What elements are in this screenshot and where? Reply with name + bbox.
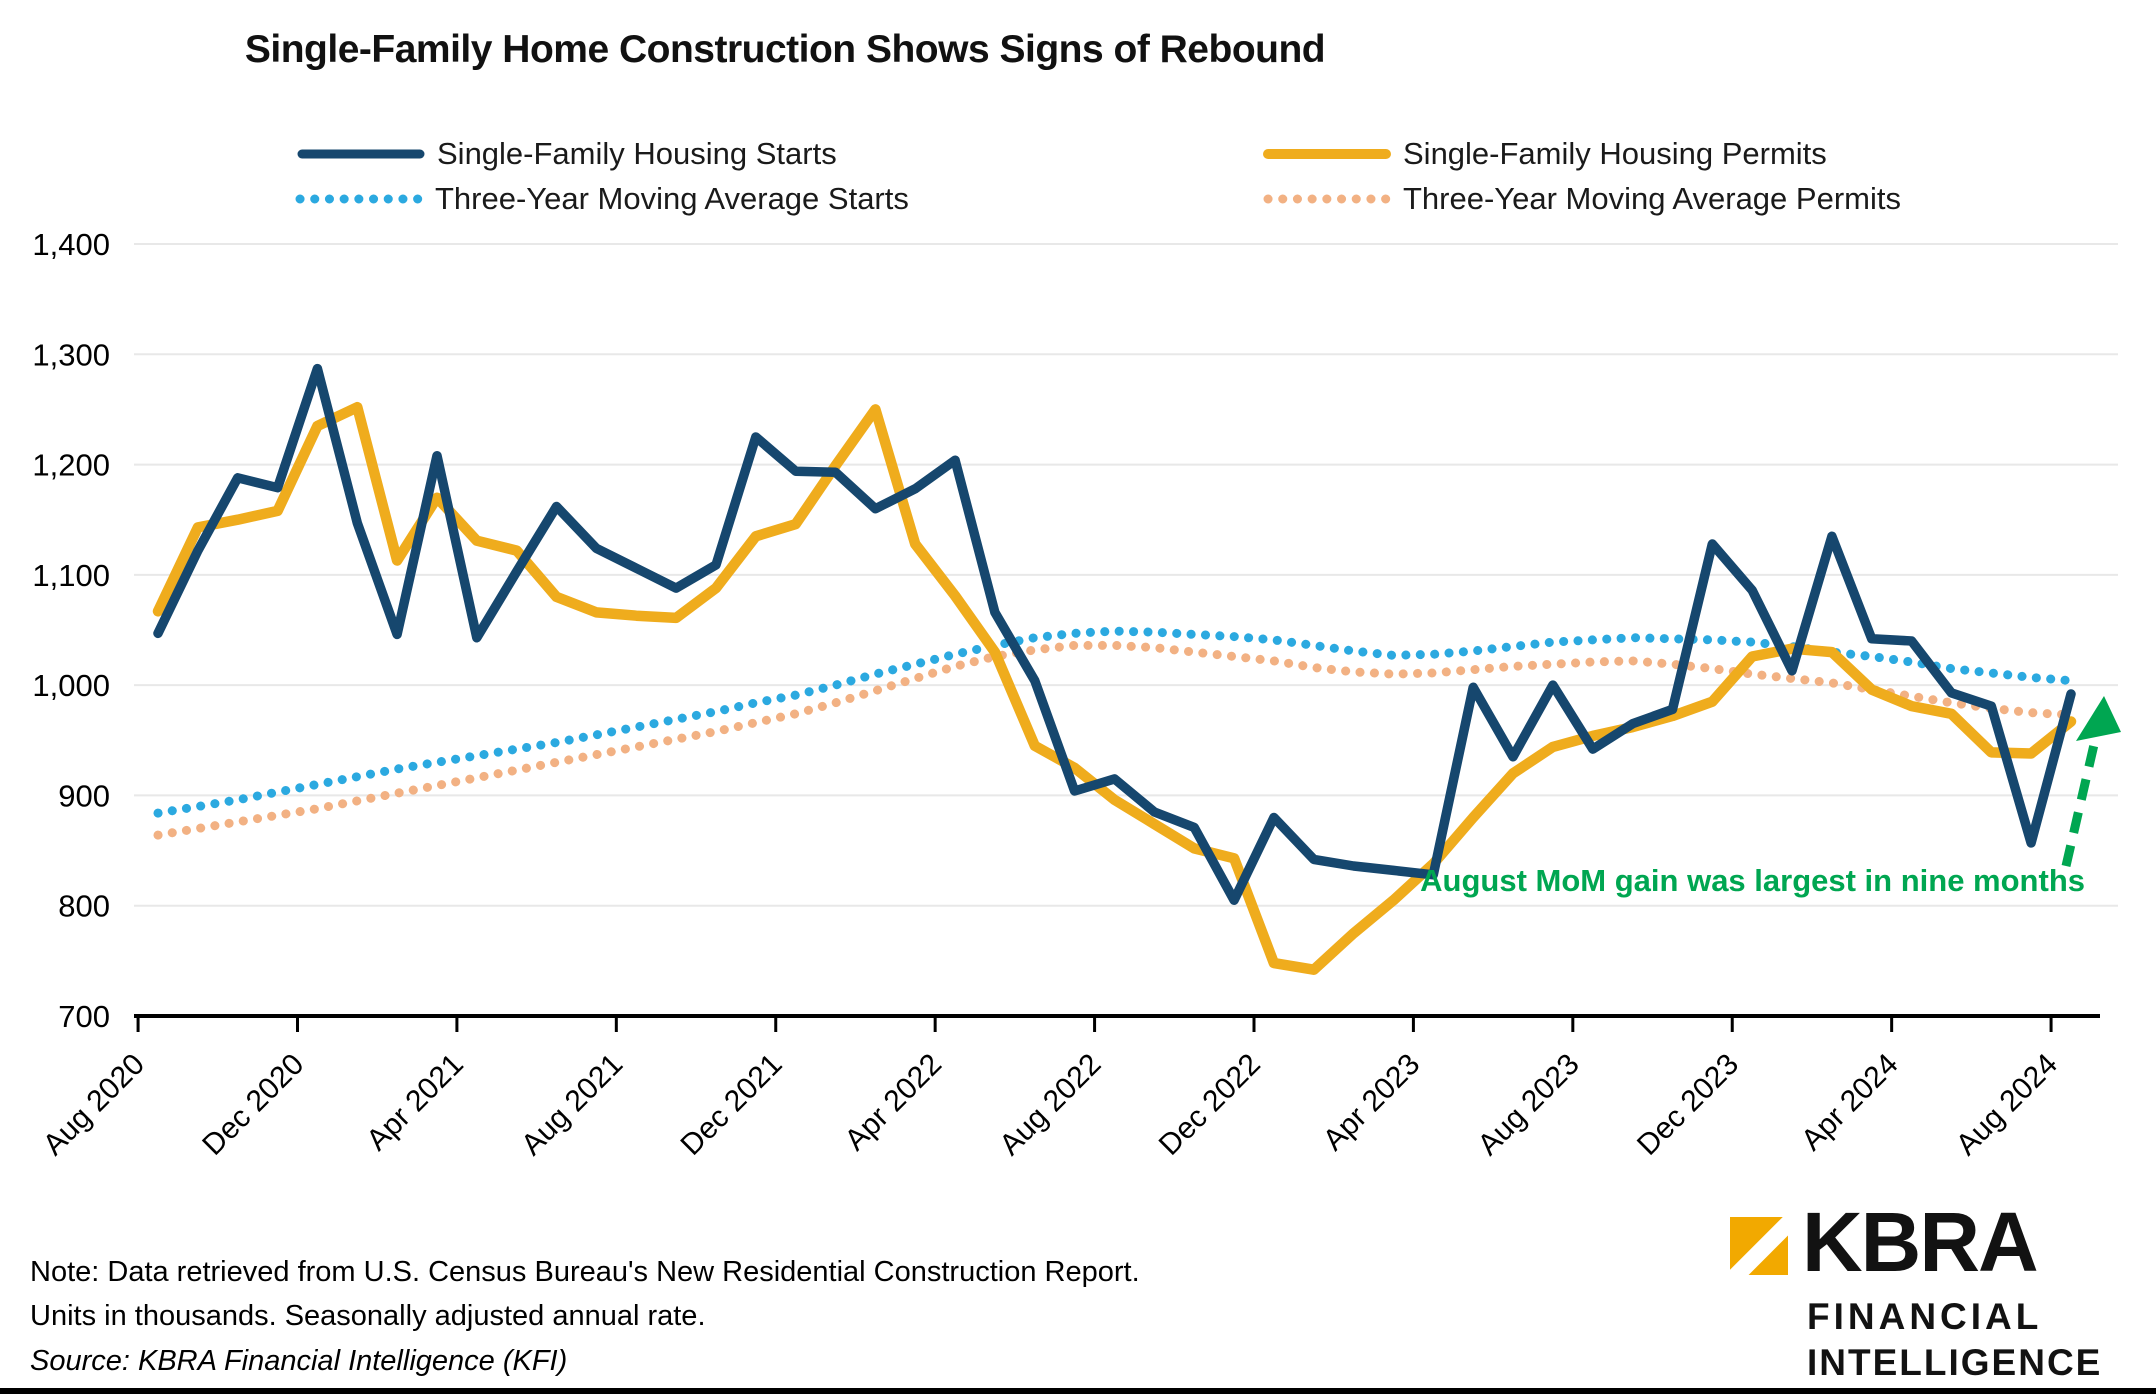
legend-item-ma-permits[interactable]: Three-Year Moving Average Permits — [1263, 181, 1901, 216]
x-axis-label: Apr 2023 — [1317, 1048, 1426, 1157]
y-axis-label: 800 — [58, 889, 110, 924]
y-axis-label: 1,400 — [32, 227, 110, 262]
series-dotted-permits — [153, 640, 2076, 840]
legend-item-starts[interactable]: Single-Family Housing Starts — [297, 136, 837, 171]
legend-swatch-solid-gold — [1263, 149, 1391, 159]
x-axis-label: Aug 2020 — [37, 1048, 151, 1162]
legend-label: Three-Year Moving Average Starts — [435, 181, 909, 216]
x-axis-label: Apr 2024 — [1795, 1048, 1904, 1157]
kbra-logo-mark-icon — [1730, 1217, 1788, 1275]
y-axis-label: 900 — [58, 778, 110, 813]
x-axis-label: Aug 2023 — [1472, 1048, 1586, 1162]
y-axis-label: 1,000 — [32, 668, 110, 703]
legend-swatch-dotted-blue — [295, 194, 423, 204]
annotation-arrow-head-icon — [2076, 696, 2121, 741]
annotation-arrow-shaft — [2061, 734, 2101, 868]
kbra-intelligence-text: INTELLIGENCE — [1807, 1342, 2103, 1383]
kbra-wordmark: KBRA — [1802, 1195, 2039, 1289]
y-axis-label: 1,200 — [32, 448, 110, 483]
note-line-1: Note: Data retrieved from U.S. Census Bu… — [30, 1256, 1140, 1288]
x-axis-label: Apr 2021 — [360, 1048, 469, 1157]
x-axis-label: Dec 2021 — [675, 1048, 789, 1162]
bottom-border-bar — [0, 1388, 2156, 1394]
x-axis-label: Aug 2024 — [1950, 1048, 2064, 1162]
legend-label: Single-Family Housing Starts — [437, 136, 837, 171]
y-axis-label: 700 — [58, 999, 110, 1034]
legend-label: Single-Family Housing Permits — [1403, 136, 1827, 171]
x-axis-label: Apr 2022 — [839, 1048, 948, 1157]
annotation-text: August MoM gain was largest in nine mont… — [1420, 863, 2085, 898]
note-line-2: Units in thousands. Seasonally adjusted … — [30, 1300, 706, 1332]
chart-title: Single-Family Home Construction Shows Si… — [244, 28, 1326, 71]
series-dotted-starts — [153, 626, 2076, 818]
legend-swatch-dotted-peach — [1263, 194, 1391, 204]
x-axis-label: Aug 2022 — [993, 1048, 1107, 1162]
legend-label: Three-Year Moving Average Permits — [1403, 181, 1901, 216]
y-axis-label: 1,100 — [32, 558, 110, 593]
legend-swatch-solid-navy — [297, 149, 425, 159]
source-line: Source: KBRA Financial Intelligence (KFI… — [30, 1345, 568, 1377]
x-axis-label: Aug 2021 — [515, 1048, 629, 1162]
x-axis-label: Dec 2022 — [1153, 1048, 1267, 1162]
series-starts — [153, 363, 2076, 905]
x-axis-label: Dec 2020 — [196, 1048, 310, 1162]
legend-item-ma-starts[interactable]: Three-Year Moving Average Starts — [295, 181, 909, 216]
kbra-financial-text: FINANCIAL — [1807, 1296, 2043, 1337]
y-axis-label: 1,300 — [32, 337, 110, 372]
legend-item-permits[interactable]: Single-Family Housing Permits — [1263, 136, 1827, 171]
x-axis-label: Dec 2023 — [1631, 1048, 1745, 1162]
series-permits — [152, 401, 2077, 975]
